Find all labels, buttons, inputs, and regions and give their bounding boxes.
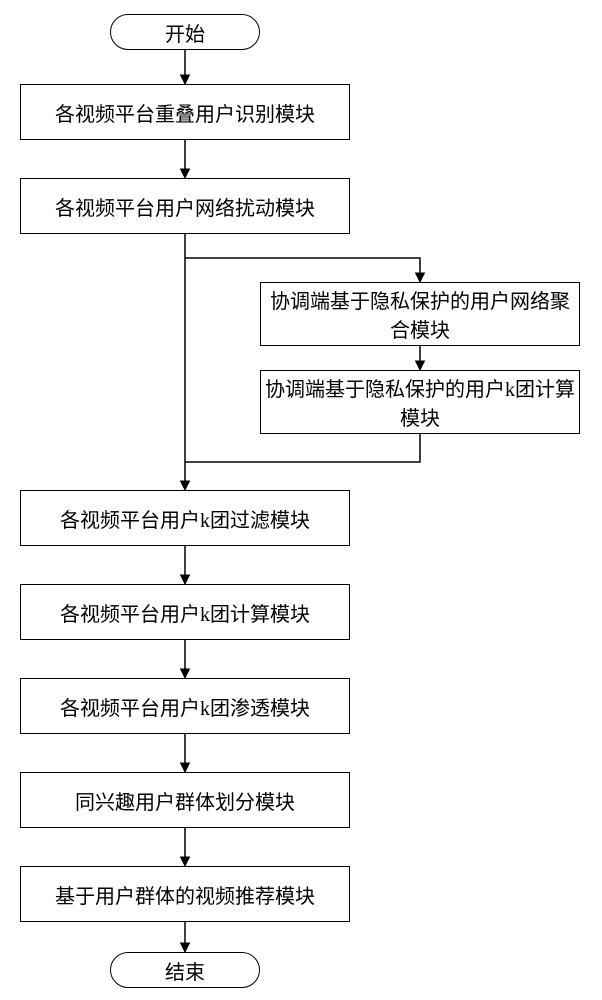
node-b2: 各视频平台用户网络扰动模块: [20, 178, 350, 234]
node-r2-label: 协调端基于隐私保护的用户k团计算模块: [265, 373, 575, 431]
node-b5-label: 各视频平台用户k团渗透模块: [60, 692, 310, 721]
node-b7: 基于用户群体的视频推荐模块: [20, 866, 350, 922]
node-b4-label: 各视频平台用户k团计算模块: [60, 598, 310, 627]
node-start: 开始: [110, 14, 260, 50]
node-r1: 协调端基于隐私保护的用户网络聚合模块: [260, 282, 580, 346]
node-b6-label: 同兴趣用户群体划分模块: [75, 786, 295, 815]
node-b7-label: 基于用户群体的视频推荐模块: [55, 880, 315, 909]
node-start-label: 开始: [165, 18, 205, 47]
node-b5: 各视频平台用户k团渗透模块: [20, 678, 350, 734]
node-r2: 协调端基于隐私保护的用户k团计算模块: [260, 370, 580, 434]
node-b3-label: 各视频平台用户k团过滤模块: [60, 504, 310, 533]
node-b1-label: 各视频平台重叠用户识别模块: [55, 98, 315, 127]
node-end-label: 结束: [165, 956, 205, 985]
node-b6: 同兴趣用户群体划分模块: [20, 772, 350, 828]
edge: [185, 434, 420, 462]
node-r1-label: 协调端基于隐私保护的用户网络聚合模块: [265, 285, 575, 343]
edge: [185, 258, 420, 282]
node-b3: 各视频平台用户k团过滤模块: [20, 490, 350, 546]
node-end: 结束: [110, 952, 260, 988]
node-b4: 各视频平台用户k团计算模块: [20, 584, 350, 640]
node-b2-label: 各视频平台用户网络扰动模块: [55, 192, 315, 221]
node-b1: 各视频平台重叠用户识别模块: [20, 84, 350, 140]
